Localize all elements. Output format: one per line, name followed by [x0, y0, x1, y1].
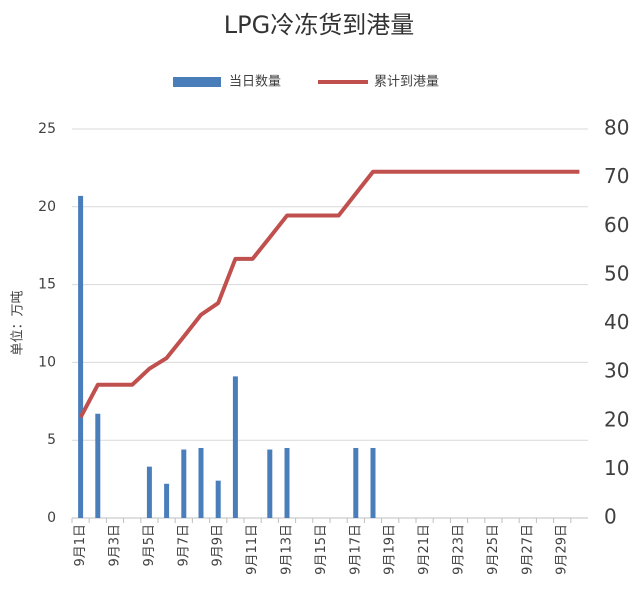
bar — [164, 483, 170, 518]
x-tick-label: 9月25日 — [486, 524, 501, 575]
y-tick-label: 25 — [38, 121, 56, 137]
legend-swatch — [173, 77, 221, 87]
y2-tick-label: 80 — [604, 116, 629, 140]
y-tick-label: 0 — [47, 510, 56, 526]
line-series — [78, 169, 580, 419]
bar — [181, 449, 187, 518]
bar — [146, 466, 152, 518]
x-tick-label: 9月15日 — [314, 524, 329, 575]
x-tick-label: 9月27日 — [520, 524, 535, 575]
y-tick-label: 10 — [38, 354, 56, 370]
bar — [370, 447, 376, 518]
bar — [267, 449, 273, 518]
x-tick-label: 9月1日 — [73, 524, 88, 567]
bar — [95, 413, 101, 518]
y2-tick-label: 30 — [604, 359, 629, 383]
y2-tick-label: 70 — [604, 164, 629, 188]
x-tick-label: 9月9日 — [211, 524, 226, 567]
y-tick-label: 5 — [47, 432, 56, 448]
x-tick-label: 9月11日 — [245, 524, 260, 575]
x-tick-label: 9月3日 — [108, 524, 123, 567]
bar — [284, 447, 290, 518]
chart-title: LPG冷冻货到港量 — [224, 11, 414, 39]
y2-tick-label: 50 — [604, 261, 629, 285]
x-tick-label: 9月29日 — [555, 524, 570, 575]
bar — [78, 195, 84, 518]
x-tick-label: 9月13日 — [280, 524, 295, 575]
bar — [198, 447, 204, 518]
y2-tick-label: 60 — [604, 213, 629, 237]
y-tick-label: 15 — [38, 277, 56, 293]
y-tick-label: 20 — [38, 199, 56, 215]
bar — [215, 480, 221, 518]
y-axis-title: 单位：万吨 — [11, 290, 26, 355]
bar — [353, 447, 359, 518]
x-tick-label: 9月21日 — [417, 524, 432, 575]
x-tick-label: 9月7日 — [176, 524, 191, 567]
y2-tick-label: 20 — [604, 407, 629, 431]
y2-tick-label: 0 — [604, 505, 617, 529]
x-tick-label: 9月23日 — [452, 524, 467, 575]
x-tick-label: 9月5日 — [142, 524, 157, 567]
bar — [232, 376, 238, 518]
legend-label: 累计到港量 — [374, 75, 439, 90]
y2-tick-label: 40 — [604, 310, 629, 334]
x-tick-label: 9月19日 — [383, 524, 398, 575]
legend-label: 当日数量 — [229, 75, 281, 90]
y2-tick-label: 10 — [604, 456, 629, 480]
x-tick-label: 9月17日 — [348, 524, 363, 575]
